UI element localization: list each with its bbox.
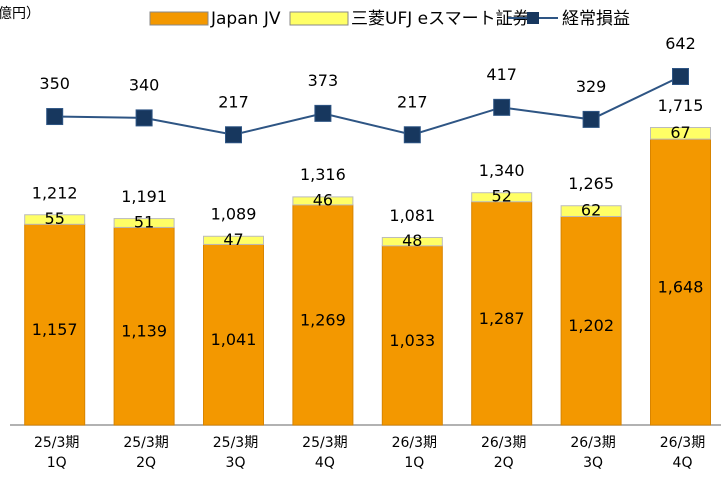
data-label: 62 [581, 201, 601, 220]
marker [314, 104, 332, 122]
marker [403, 126, 421, 144]
x-tick-label: 25/3期 [34, 435, 79, 451]
x-tick-label: 4Q [673, 455, 693, 471]
marker [225, 126, 242, 144]
data-label: 217 [218, 92, 249, 111]
bar [24, 223, 86, 426]
bar [560, 215, 622, 426]
bar [650, 138, 711, 426]
marker [493, 98, 511, 116]
marker [672, 68, 689, 85]
marker [582, 110, 600, 128]
x-tick-label: 3Q [226, 455, 246, 471]
data-label: 217 [397, 92, 428, 111]
bar [203, 243, 264, 426]
data-label: 417 [486, 65, 517, 84]
bar [292, 204, 354, 426]
x-tick-label: 26/3期 [481, 435, 526, 451]
data-label: 1,269 [300, 310, 346, 329]
unit-label: 億円） [0, 6, 40, 22]
x-tick-label: 26/3期 [570, 435, 615, 451]
data-label: 329 [576, 77, 607, 96]
data-label: 47 [223, 230, 243, 249]
total-label: 1,340 [479, 161, 525, 180]
total-label: 1,191 [121, 187, 167, 206]
x-tick-label: 2Q [136, 455, 156, 471]
data-label: 1,033 [389, 331, 435, 350]
data-label: 1,202 [568, 316, 614, 335]
total-label: 1,715 [658, 96, 704, 115]
x-tick-label: 1Q [47, 455, 67, 471]
total-label: 1,081 [389, 206, 435, 225]
data-label: 340 [129, 75, 160, 94]
legend-swatch [289, 11, 349, 26]
total-label: 1,265 [568, 174, 614, 193]
x-tick-label: 25/3期 [123, 435, 168, 451]
total-label: 1,212 [32, 183, 78, 202]
legend-marker [527, 12, 539, 24]
data-label: 373 [308, 71, 339, 90]
x-tick-label: 1Q [404, 455, 424, 471]
data-label: 1,041 [211, 330, 257, 349]
bar [560, 205, 622, 217]
data-label: 46 [313, 190, 333, 209]
bar [113, 218, 175, 228]
data-label: 52 [492, 187, 512, 206]
legend-label: Japan JV [210, 9, 281, 29]
x-tick-label: 3Q [583, 455, 603, 471]
bar [471, 192, 533, 203]
data-label: 48 [402, 231, 422, 250]
total-label: 1,316 [300, 165, 346, 184]
data-label: 1,157 [32, 320, 78, 339]
legend-label: 三菱UFJ eスマート証券 [351, 9, 530, 29]
legend-swatch [149, 11, 209, 26]
x-tick-label: 4Q [315, 455, 335, 471]
bar [650, 127, 711, 140]
bar [292, 196, 354, 206]
x-tick-label: 26/3期 [392, 435, 437, 451]
total-label: 1,089 [211, 205, 257, 224]
data-label: 1,648 [658, 278, 704, 297]
data-label: 51 [134, 212, 154, 231]
x-tick-label: 25/3期 [213, 435, 258, 451]
x-tick-label: 25/3期 [302, 435, 347, 451]
data-label: 67 [670, 123, 690, 142]
bar [381, 245, 443, 426]
line [54, 75, 681, 136]
data-label: 642 [665, 34, 696, 53]
legend-label: 経常損益 [562, 9, 630, 29]
bar [203, 235, 264, 245]
bar [381, 236, 443, 247]
data-label: 1,139 [121, 322, 167, 341]
x-tick-label: 26/3期 [660, 435, 705, 451]
data-label: 1,287 [479, 309, 525, 328]
data-label: 55 [45, 209, 65, 228]
bar [24, 214, 86, 225]
bar [471, 201, 533, 426]
x-tick-label: 2Q [494, 455, 514, 471]
marker [46, 108, 64, 126]
marker [135, 109, 153, 127]
data-label: 350 [39, 74, 70, 93]
